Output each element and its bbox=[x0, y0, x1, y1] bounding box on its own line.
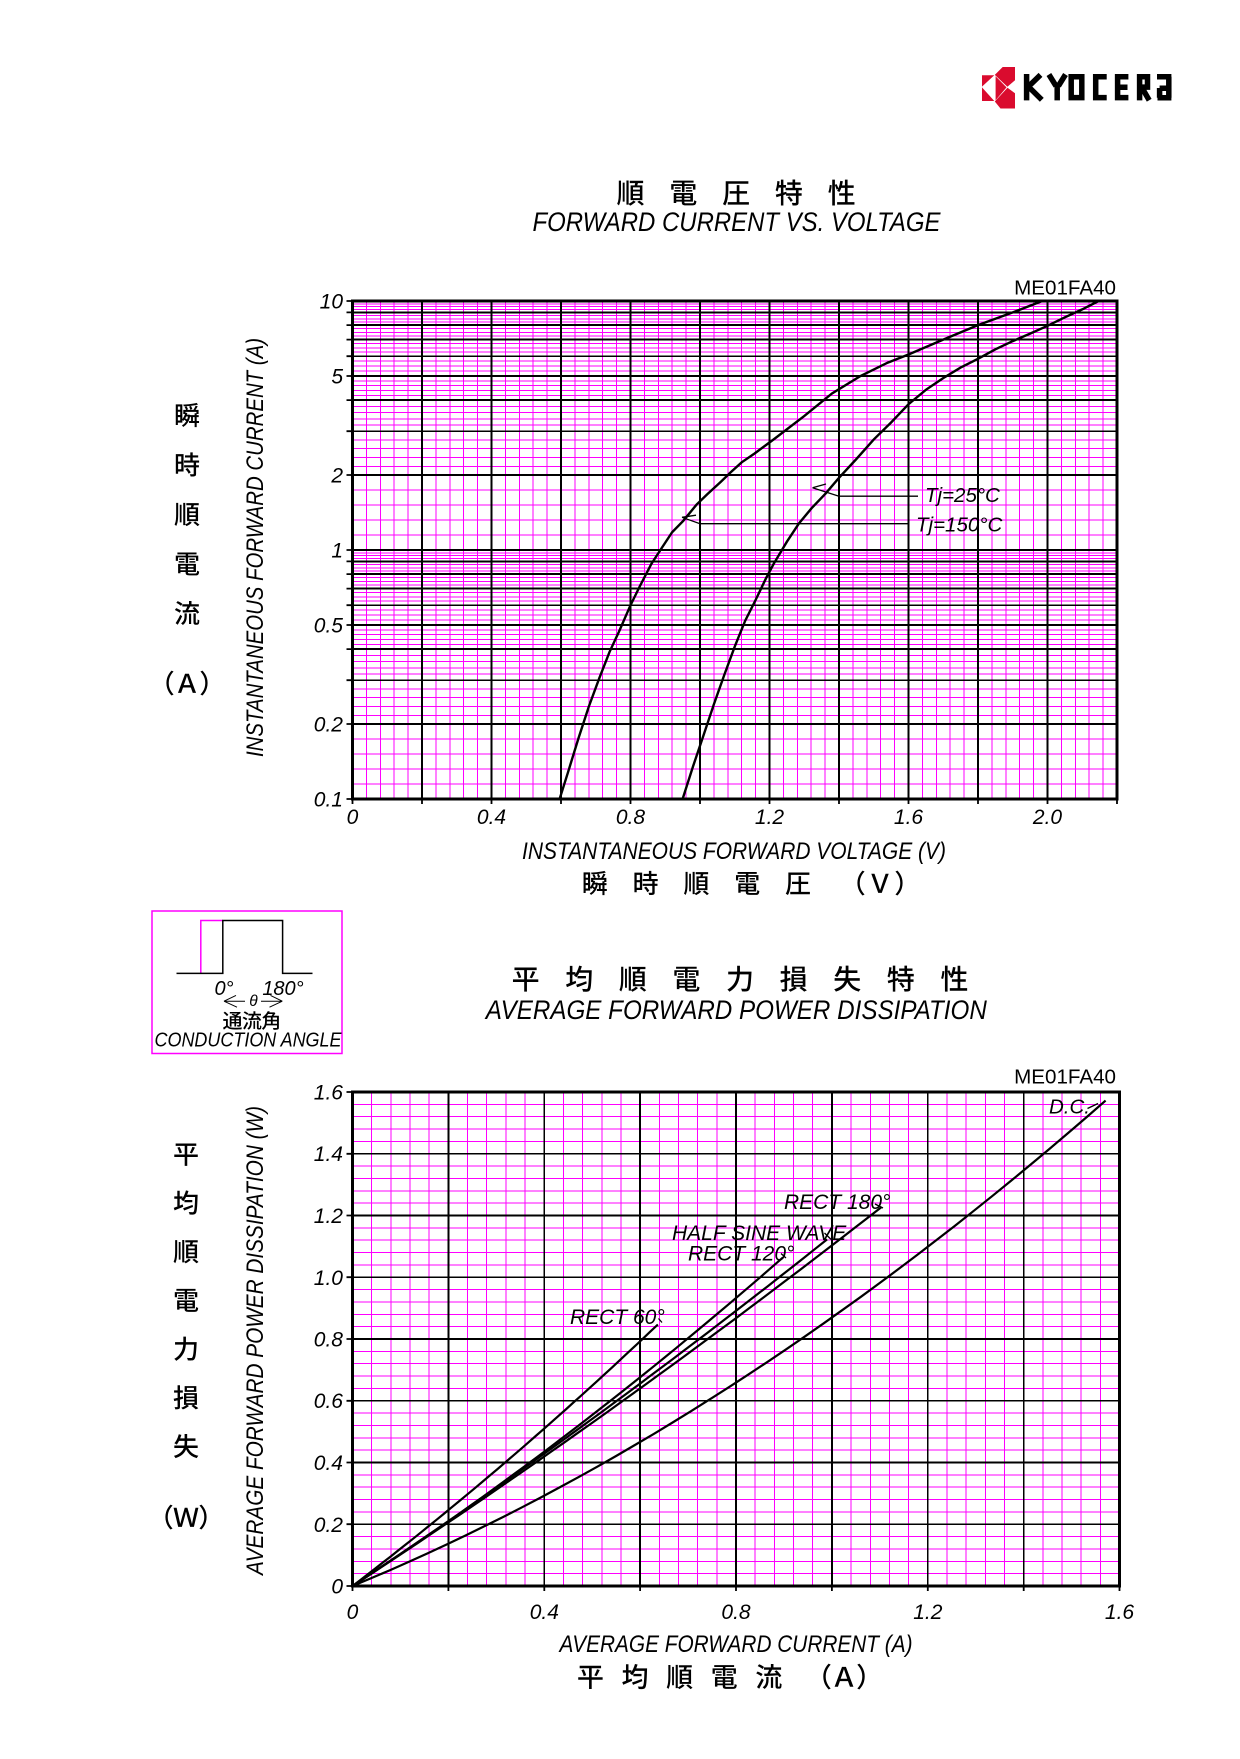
svg-text:INSTANTANEOUS FORWARD CURRENT: INSTANTANEOUS FORWARD CURRENT (A) bbox=[242, 338, 269, 757]
svg-text:ME01FA40: ME01FA40 bbox=[1014, 277, 1116, 300]
svg-text:D.C.: D.C. bbox=[1049, 1096, 1090, 1119]
svg-text:0.8: 0.8 bbox=[721, 1601, 751, 1624]
svg-text:0.8: 0.8 bbox=[314, 1329, 344, 1352]
svg-text:0: 0 bbox=[347, 1601, 359, 1624]
svg-text:0°: 0° bbox=[214, 978, 233, 1000]
svg-text:0.2: 0.2 bbox=[314, 1514, 344, 1537]
svg-text:1.2: 1.2 bbox=[314, 1205, 344, 1228]
svg-text:RECT 120°: RECT 120° bbox=[688, 1243, 794, 1266]
svg-text:FORWARD CURRENT VS. VOLTAGE: FORWARD CURRENT VS. VOLTAGE bbox=[533, 207, 942, 237]
svg-text:RECT 180°: RECT 180° bbox=[784, 1191, 890, 1214]
svg-text:0.1: 0.1 bbox=[314, 789, 343, 812]
svg-text:10: 10 bbox=[320, 291, 344, 314]
svg-text:0: 0 bbox=[331, 1576, 343, 1599]
svg-text:AVERAGE FORWARD POWER DISSIPAT: AVERAGE FORWARD POWER DISSIPATION bbox=[484, 995, 987, 1025]
svg-text:AVERAGE FORWARD POWER DISSIPAT: AVERAGE FORWARD POWER DISSIPATION (W) bbox=[242, 1106, 269, 1577]
svg-text:0.4: 0.4 bbox=[477, 806, 506, 829]
svg-text:2: 2 bbox=[330, 465, 343, 488]
svg-text:1.4: 1.4 bbox=[314, 1143, 343, 1166]
svg-text:1.6: 1.6 bbox=[1105, 1601, 1135, 1624]
svg-text:0.6: 0.6 bbox=[314, 1390, 344, 1413]
svg-text:0.2: 0.2 bbox=[314, 714, 344, 737]
svg-text:INSTANTANEOUS FORWARD VOLTAGE: INSTANTANEOUS FORWARD VOLTAGE (V) bbox=[522, 838, 946, 865]
svg-text:θ: θ bbox=[249, 993, 258, 1010]
svg-text:0: 0 bbox=[347, 806, 359, 829]
svg-text:Tj=25°C: Tj=25°C bbox=[925, 484, 1000, 507]
svg-text:RECT 60°: RECT 60° bbox=[570, 1306, 665, 1329]
svg-text:HALF SINE WAVE: HALF SINE WAVE bbox=[672, 1222, 847, 1245]
svg-text:5: 5 bbox=[331, 366, 343, 389]
svg-text:1.0: 1.0 bbox=[314, 1267, 344, 1290]
svg-text:AVERAGE FORWARD CURRENT (A): AVERAGE FORWARD CURRENT (A) bbox=[558, 1631, 913, 1658]
svg-text:1: 1 bbox=[331, 540, 343, 563]
svg-text:1.2: 1.2 bbox=[755, 806, 785, 829]
svg-text:0.4: 0.4 bbox=[530, 1601, 559, 1624]
svg-text:0.4: 0.4 bbox=[314, 1452, 343, 1475]
svg-text:Tj=150°C: Tj=150°C bbox=[916, 514, 1002, 537]
svg-text:ME01FA40: ME01FA40 bbox=[1014, 1066, 1116, 1089]
svg-text:1.6: 1.6 bbox=[314, 1082, 344, 1105]
svg-text:2.0: 2.0 bbox=[1032, 806, 1063, 829]
svg-text:0.5: 0.5 bbox=[314, 615, 344, 638]
svg-text:1.6: 1.6 bbox=[894, 806, 924, 829]
svg-text:0.8: 0.8 bbox=[616, 806, 646, 829]
svg-text:CONDUCTION ANGLE: CONDUCTION ANGLE bbox=[155, 1029, 342, 1052]
svg-text:180°: 180° bbox=[262, 978, 303, 1000]
svg-text:1.2: 1.2 bbox=[913, 1601, 943, 1624]
